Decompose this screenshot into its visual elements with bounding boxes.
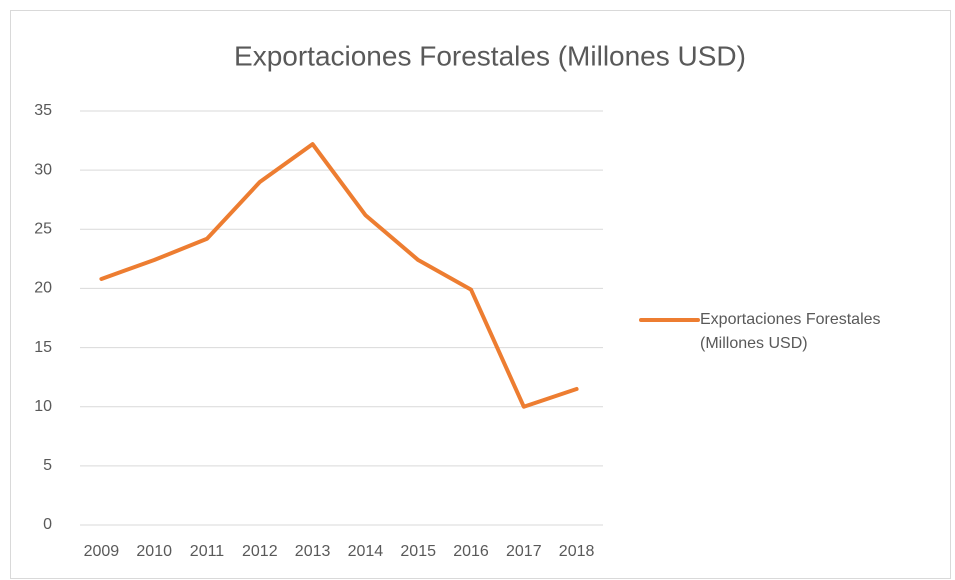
y-tick-label: 15 [34,339,52,356]
y-tick-label: 5 [43,457,52,474]
x-tick-label: 2014 [348,543,384,560]
legend-label: Exportaciones Forestales (Millones USD) [700,311,881,352]
x-tick-label: 2011 [190,543,225,560]
data-line [99,142,579,409]
x-tick-label: 2017 [506,543,542,560]
y-tick-label: 20 [34,280,52,297]
y-tick-label: 30 [34,161,52,178]
x-tick-label: 2013 [295,543,331,560]
y-tick-label: 0 [43,516,52,533]
x-tick-label: 2015 [400,543,436,560]
x-tick-label: 2012 [242,543,278,560]
chart-border [10,10,951,579]
x-tick-label: 2009 [84,543,120,560]
chart-title: Exportaciones Forestales (Millones USD) [234,40,746,71]
y-tick-label: 10 [34,398,52,415]
y-tick-label: 25 [34,221,52,238]
x-tick-label: 2016 [453,543,489,560]
x-tick-label: 2018 [559,543,595,560]
x-tick-label: 2010 [136,543,172,560]
y-tick-label: 35 [34,102,52,119]
